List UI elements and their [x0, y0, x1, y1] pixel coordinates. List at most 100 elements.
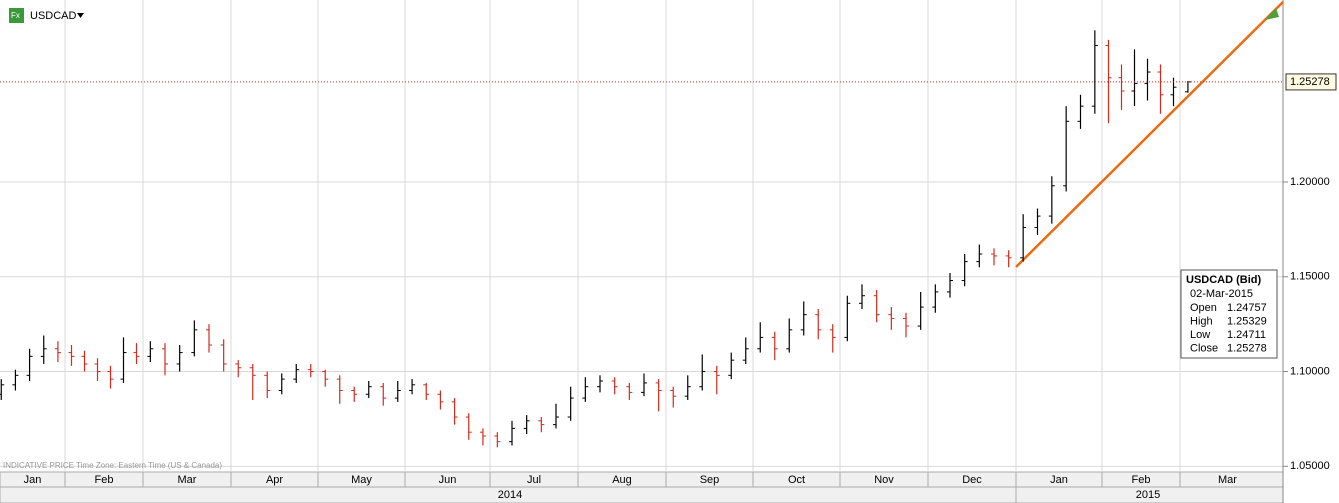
ohlc-bar	[133, 343, 140, 364]
y-tick-label: 1.05000	[1290, 460, 1330, 472]
ohlc-bar	[437, 390, 444, 410]
info-label: High	[1190, 315, 1213, 327]
x-tick-label: Oct	[788, 474, 805, 486]
ohlc-bar	[451, 398, 458, 425]
ohlc-bar	[206, 324, 212, 353]
ohlc-bar	[1170, 77, 1177, 107]
ohlc-bar	[81, 350, 88, 372]
ohlc-bar	[1048, 176, 1055, 224]
ohlc-bar	[191, 320, 198, 357]
ohlc-bar	[976, 244, 983, 268]
ohlc-bar	[509, 420, 515, 446]
ohlc-bar	[278, 373, 285, 395]
ohlc-bar	[147, 341, 154, 363]
ohlc-bar	[220, 339, 227, 372]
ohlc-bar	[786, 318, 793, 353]
ohlc-bar	[176, 344, 183, 372]
info-box: USDCAD (Bid) 02-Mar-2015 Open 1.24757 High 1.…	[1180, 269, 1278, 359]
ohlc-bar	[538, 417, 545, 433]
ohlc-bar	[1077, 94, 1084, 129]
info-label: Low	[1190, 329, 1210, 341]
x-tick-label: Jan	[1050, 474, 1068, 486]
ohlc-bar	[582, 377, 589, 402]
info-date: 02-Mar-2015	[1190, 288, 1253, 300]
ohlc-bar	[1105, 39, 1112, 124]
ohlc-bar	[597, 375, 603, 393]
ohlc-bar	[1020, 214, 1027, 262]
ohlc-bar	[917, 291, 924, 330]
info-box-bg	[1180, 269, 1278, 359]
dropdown-arrow	[77, 13, 84, 18]
ohlc-bar	[249, 363, 256, 400]
ohlc-bar	[68, 344, 75, 366]
last-price-box	[1285, 73, 1337, 91]
ohlc-bar	[684, 375, 691, 400]
symbol-selector[interactable]: Fx USDCAD	[9, 8, 84, 23]
ohlc-bar	[307, 363, 314, 378]
ohlc-bar	[409, 379, 416, 395]
info-label: Open	[1190, 302, 1217, 314]
info-value: 1.24711	[1227, 329, 1266, 341]
info-title: USDCAD (Bid)	[1186, 274, 1261, 286]
grid	[0, 0, 1283, 472]
fx-icon-text: Fx	[11, 11, 20, 20]
ohlc-bar	[107, 365, 114, 389]
trend-line[interactable]	[1015, 1, 1284, 268]
ohlc-bar	[380, 382, 387, 406]
ohlc-bar	[1144, 58, 1151, 101]
ohlc-bar	[932, 284, 939, 313]
info-label: Close	[1190, 342, 1218, 354]
y-tick-label: 1.15000	[1290, 271, 1330, 283]
ohlc-bar	[494, 432, 501, 448]
ohlc-bar	[641, 373, 647, 397]
ohlc-bar	[903, 312, 909, 338]
ohlc-bar	[626, 382, 633, 400]
footer-note: INDICATIVE PRICE Time Zone: Eastern Time…	[3, 461, 222, 470]
year-label: 2014	[498, 489, 522, 501]
x-tick-label: Nov	[874, 474, 894, 486]
symbol: USDCAD	[30, 10, 77, 22]
fx-icon	[9, 8, 24, 23]
ohlc-bar	[844, 295, 851, 342]
x-tick-label: Sep	[700, 474, 720, 486]
plot-area	[0, 0, 1283, 472]
ohlc-bar	[859, 284, 865, 309]
x-tick-label: Mar	[178, 474, 197, 486]
ohlc-bar	[264, 371, 271, 399]
ohlc-bar	[757, 322, 764, 353]
ohlc-bar	[94, 358, 101, 382]
year-label: 2015	[1136, 489, 1160, 501]
x-tick-label: Jan	[24, 474, 42, 486]
x-tick-label: Mar	[1218, 474, 1237, 486]
ohlc-bar	[523, 415, 530, 435]
x-tick-label: Feb	[1132, 474, 1151, 486]
ohlc-bar	[947, 272, 953, 298]
ohlc-bar	[12, 369, 19, 391]
x-tick-label: Aug	[612, 474, 632, 486]
ohlc-bar	[742, 337, 749, 364]
ohlc-bar	[365, 381, 372, 399]
ohlc-bar	[351, 386, 358, 402]
ohlc-bar	[162, 343, 168, 376]
ohlc-bar	[815, 308, 822, 340]
ohlc-bar	[655, 379, 662, 412]
last-price-label: 1.25278	[1290, 76, 1330, 88]
ohlc-bar	[1063, 106, 1070, 192]
info-value: 1.25329	[1227, 315, 1267, 327]
trend-arrow	[1265, 8, 1279, 20]
ohlc-bar	[465, 413, 472, 440]
ohlc-bar	[713, 365, 720, 395]
ohlc-bar	[888, 307, 895, 330]
ohlc-bar	[1131, 49, 1138, 107]
ohlc-bar	[961, 254, 968, 287]
ohlc-bar	[699, 354, 706, 391]
ohlc-bar	[423, 382, 430, 400]
ohlc-bar	[991, 248, 997, 266]
ohlc-bar	[771, 331, 778, 361]
ohlc-bar	[54, 341, 61, 363]
ohlc-bar	[728, 352, 735, 380]
ohlc-bar	[0, 379, 5, 400]
ohlc-bar	[394, 381, 401, 402]
ohlc-bar	[1005, 250, 1012, 268]
